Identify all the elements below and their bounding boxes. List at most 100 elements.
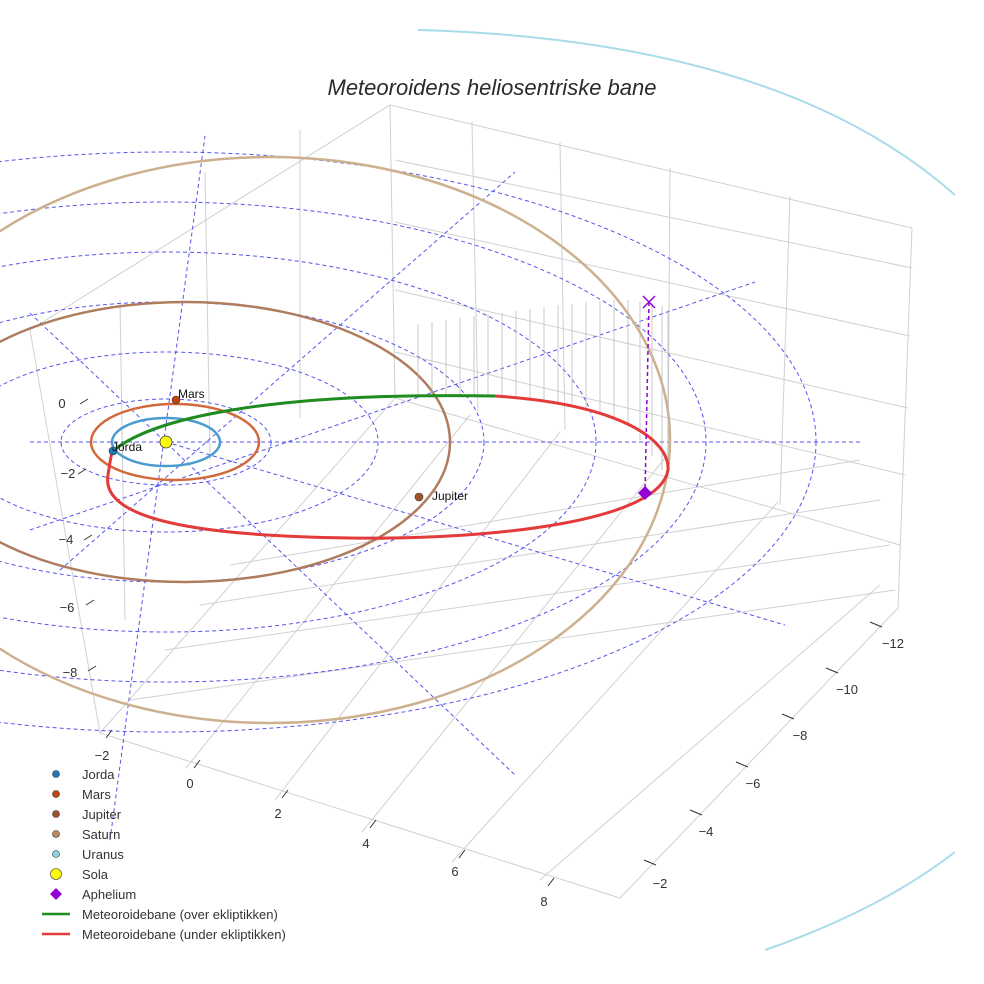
projection-droplines bbox=[417, 300, 669, 478]
z-tick-mark bbox=[77, 468, 87, 475]
floor-grid-10 bbox=[229, 459, 861, 566]
planet-label-jupiter: Jupiter bbox=[432, 489, 468, 503]
legend: Jorda Mars Jupiter Saturn Uranus Sola Aphelium… bbox=[42, 767, 286, 942]
uranus-orbit-arc-top bbox=[417, 29, 956, 196]
uranus-orbit-arc-bottom bbox=[764, 851, 956, 951]
axis-ticks: −12 −10 −8 −6 −4 −2 −2 0 2 4 6 8 0 −2 −4 −6 −8 bbox=[58, 396, 904, 909]
y-tick-mark bbox=[105, 729, 113, 739]
floor-grid-2 bbox=[185, 414, 471, 769]
uranus-orbit bbox=[417, 29, 956, 951]
legend-item: Saturn bbox=[52, 827, 120, 842]
z-tick-mark bbox=[87, 665, 97, 672]
x-tick-label: −6 bbox=[746, 776, 761, 791]
legend-label: Meteoroidebane (over ekliptikken) bbox=[82, 907, 278, 922]
legend-label: Saturn bbox=[82, 827, 120, 842]
legend-marker bbox=[50, 868, 62, 880]
jorda-marker bbox=[108, 446, 118, 456]
legend-label: Sola bbox=[82, 867, 109, 882]
x-tick-mark bbox=[735, 761, 749, 768]
floor-grid-3 bbox=[274, 431, 561, 801]
legend-item: Meteoroidebane (under ekliptikken) bbox=[42, 927, 286, 942]
legend-item: Mars bbox=[52, 787, 111, 802]
chart-title: Meteoroidens heliosentriske bane bbox=[328, 75, 657, 100]
planet-label-jorda: Jorda bbox=[112, 440, 142, 454]
y-tick-label: −2 bbox=[95, 748, 110, 763]
x-tick-mark bbox=[869, 621, 883, 628]
y-tick-label: 4 bbox=[362, 836, 369, 851]
planet-orbits bbox=[0, 155, 672, 725]
gridline-h3 bbox=[394, 289, 909, 409]
legend-item: Jupiter bbox=[52, 807, 122, 822]
legend-marker bbox=[52, 830, 60, 838]
legend-label: Aphelium bbox=[82, 887, 136, 902]
radial-line-1 bbox=[29, 312, 516, 776]
x-tick-label: −4 bbox=[699, 824, 714, 839]
gridline-v1 bbox=[471, 121, 479, 413]
legend-marker bbox=[52, 850, 60, 858]
legend-label: Mars bbox=[82, 787, 111, 802]
gridline-h1 bbox=[394, 159, 913, 269]
legend-label: Meteoroidebane (under ekliptikken) bbox=[82, 927, 286, 942]
z-tick-label: −6 bbox=[60, 600, 75, 615]
y-tick-label: 2 bbox=[274, 806, 281, 821]
floor-grid-5 bbox=[451, 501, 779, 863]
gridline-v7 bbox=[119, 299, 126, 621]
floor-grid-6 bbox=[539, 584, 881, 881]
aphelion-dashed-line bbox=[644, 301, 650, 494]
x-tick-mark bbox=[781, 713, 795, 720]
legend-marker bbox=[52, 770, 60, 778]
back-wall-edge bbox=[389, 104, 396, 399]
y-tick-mark bbox=[281, 789, 289, 799]
planet-label-mars: Mars bbox=[178, 387, 205, 401]
x-tick-label: −12 bbox=[882, 636, 904, 651]
y-tick-label: 8 bbox=[540, 894, 547, 909]
y-tick-label: 6 bbox=[451, 864, 458, 879]
orbit-jupiter bbox=[0, 300, 452, 584]
x-tick-label: −10 bbox=[836, 682, 858, 697]
y-tick-mark bbox=[547, 877, 555, 887]
floor-grid-1 bbox=[99, 397, 396, 734]
x-tick-label: −2 bbox=[653, 876, 668, 891]
z-tick-label: −4 bbox=[59, 532, 74, 547]
trajectory-below-ecliptic bbox=[106, 394, 670, 540]
gridline-v2 bbox=[559, 141, 566, 431]
radial-line-2 bbox=[109, 135, 206, 841]
legend-item: Aphelium bbox=[50, 887, 136, 902]
z-tick-mark bbox=[79, 398, 89, 405]
floor-grid-7 bbox=[129, 589, 896, 701]
legend-marker bbox=[52, 810, 60, 818]
gridline-v4 bbox=[779, 195, 791, 506]
legend-item: Meteoroidebane (over ekliptikken) bbox=[42, 907, 278, 922]
mars-marker bbox=[171, 395, 181, 405]
aphelion-guide bbox=[642, 295, 656, 494]
legend-label: Jorda bbox=[82, 767, 115, 782]
y-tick-mark bbox=[458, 849, 466, 859]
orbit-jorda bbox=[110, 416, 222, 468]
box-grid bbox=[29, 104, 913, 899]
z-tick-label: 0 bbox=[58, 396, 65, 411]
floor-grid-8 bbox=[164, 544, 891, 651]
legend-item: Uranus bbox=[52, 847, 124, 862]
y-tick-label: 0 bbox=[186, 776, 193, 791]
sola-marker bbox=[159, 435, 173, 449]
gridline-h4 bbox=[394, 351, 906, 476]
meteoroid-trajectory bbox=[106, 394, 670, 540]
legend-label: Uranus bbox=[82, 847, 124, 862]
radial-line-3 bbox=[59, 171, 516, 571]
legend-marker bbox=[50, 888, 62, 900]
ecliptic-reference-grid bbox=[0, 135, 862, 841]
orbit-saturn bbox=[0, 155, 672, 725]
legend-item: Jorda bbox=[52, 767, 115, 782]
y-tick-mark bbox=[193, 759, 201, 769]
gridline-v6 bbox=[204, 171, 211, 461]
x-tick-label: −8 bbox=[793, 728, 808, 743]
gridline-h5 bbox=[394, 397, 901, 546]
ref-circle-2 bbox=[0, 351, 379, 533]
gridline-h2 bbox=[394, 221, 911, 337]
y-tick-mark bbox=[369, 819, 377, 829]
z-tick-label: −2 bbox=[61, 466, 76, 481]
aphelium-marker bbox=[638, 486, 652, 500]
z-tick-label: −8 bbox=[63, 665, 78, 680]
legend-item: Sola bbox=[50, 867, 109, 882]
